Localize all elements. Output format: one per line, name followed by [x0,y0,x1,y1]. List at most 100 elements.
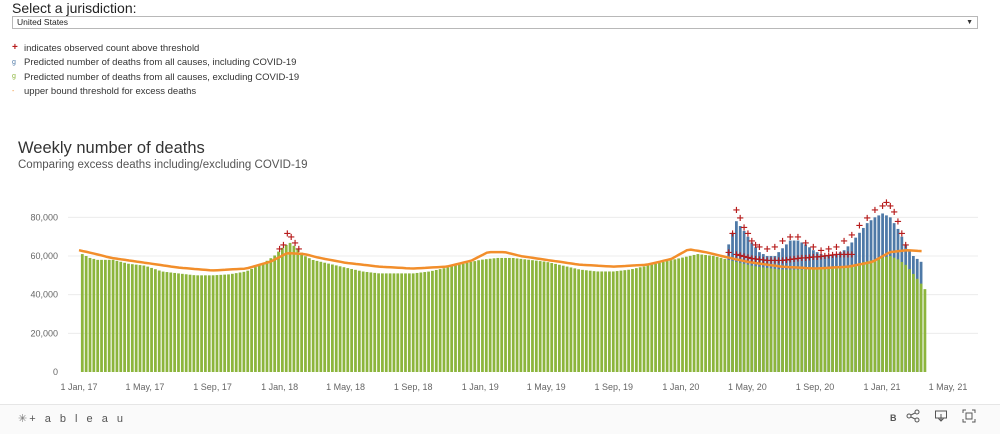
bar-excluding-covid [565,266,569,372]
bar-excluding-covid [758,266,761,372]
above-threshold-marker: + [744,252,752,263]
above-threshold-marker: + [751,254,759,265]
bar-excluding-covid [761,267,765,372]
above-threshold-marker: + [724,248,732,259]
bar-excluding-covid [119,261,123,372]
bar-excluding-covid [519,258,523,372]
bar-excluding-covid [292,245,296,372]
bar-excluding-covid [407,273,411,372]
fullscreen-icon[interactable] [962,409,976,426]
green-swatch-icon: g [12,73,16,81]
bar-excluding-covid [677,258,681,372]
x-tick-label: 1 Sep, 20 [796,382,835,392]
bar-excluding-covid [542,261,546,372]
bar-excluding-covid [261,263,265,372]
legend-label: indicates observed count above threshold [24,42,200,54]
bar-excluding-covid [84,256,88,372]
bar-excluding-covid [619,270,623,372]
bar-excluding-covid [150,267,153,372]
bar-excluding-covid [207,275,211,372]
bar-excluding-covid [881,257,884,372]
y-tick-label: 0 [53,367,58,377]
above-threshold-marker: + [836,250,844,261]
bar-excluding-covid [738,262,742,372]
x-tick-label: 1 Sep, 17 [193,382,232,392]
bar-excluding-covid [311,259,315,372]
bar-excluding-covid [188,274,192,372]
bar-excluding-covid [161,271,165,372]
bar-excluding-covid [246,270,250,372]
bar-excluding-covid [631,269,634,372]
bar-excluding-covid [296,248,300,372]
bar-excluding-covid [715,256,719,372]
bar-excluding-covid [411,273,415,372]
tableau-logo[interactable]: ✳ + a b l e a u [18,413,127,425]
bar-excluding-covid [488,258,492,372]
bar-excluding-covid [646,265,650,372]
jurisdiction-select[interactable]: United States ▼ [12,16,978,29]
x-tick-label: 1 Sep, 18 [394,382,433,392]
bar-excluding-covid [434,269,438,372]
bar-excluding-covid [273,255,277,372]
share-icon[interactable] [906,409,920,426]
b-label[interactable]: B [890,413,897,423]
above-threshold-marker: + [825,244,833,255]
bar-excluding-covid [827,267,831,372]
above-threshold-marker: + [736,251,744,262]
legend-label: Predicted number of deaths from all caus… [24,57,297,69]
bar-excluding-covid [154,269,157,372]
bar-excluding-covid [923,289,927,372]
legend-item-including-covid[interactable]: g Predicted number of deaths from all ca… [12,56,299,71]
bar-excluding-covid [457,264,461,372]
bar-excluding-covid [438,269,442,372]
bar-excluding-covid [811,269,815,372]
above-threshold-marker: + [759,255,767,266]
bar-excluding-covid [734,261,738,372]
bar-excluding-covid [600,271,604,372]
bar-excluding-covid [773,268,777,372]
bar-excluding-covid [184,274,188,372]
above-threshold-marker: + [291,238,299,249]
bar-excluding-covid [492,258,496,372]
download-icon[interactable] [934,409,948,426]
bar-excluding-covid [896,259,900,372]
bar-excluding-covid [815,269,819,372]
bar-excluding-covid [88,257,92,372]
chevron-down-icon[interactable]: ▼ [966,19,973,26]
above-threshold-marker: + [279,240,287,251]
bar-excluding-covid [280,247,284,372]
bar-excluding-covid [342,267,346,372]
legend-label: Predicted number of deaths from all caus… [24,71,300,83]
bar-excluding-covid [446,267,450,372]
bar-excluding-covid [769,268,773,372]
bar-excluding-covid [804,269,808,372]
above-threshold-marker: + [751,240,759,251]
bar-excluding-covid [546,262,550,372]
bar-excluding-covid [381,273,384,372]
bar-excluding-covid [223,274,227,372]
bar-excluding-covid [708,255,711,372]
bar-excluding-covid [450,266,454,372]
above-threshold-marker: + [863,213,871,224]
legend-item-above-threshold[interactable]: + indicates observed count above thresho… [12,41,299,56]
bar-excluding-covid [250,268,253,372]
bar-excluding-covid [908,269,911,372]
bar-excluding-covid [573,268,577,372]
above-threshold-marker: + [748,236,756,247]
bar-excluding-covid [377,273,380,372]
threshold-line [78,248,922,272]
bar-excluding-covid [404,273,407,372]
threshold-line-path [78,248,922,272]
bar-excluding-covid [96,259,100,372]
bar-excluding-covid [588,270,592,372]
bar-excluding-covid [554,263,557,372]
bar-excluding-covid [115,260,119,372]
bar-excluding-covid [673,259,677,372]
legend-item-excluding-covid[interactable]: g Predicted number of deaths from all ca… [12,70,299,85]
bar-excluding-covid [254,267,257,372]
bar-excluding-covid [904,264,908,372]
legend-item-threshold[interactable]: - upper bound threshold for excess death… [12,85,299,100]
bar-excluding-covid [354,269,357,372]
bar-excluding-covid [138,265,142,372]
bar-excluding-covid [369,272,373,372]
